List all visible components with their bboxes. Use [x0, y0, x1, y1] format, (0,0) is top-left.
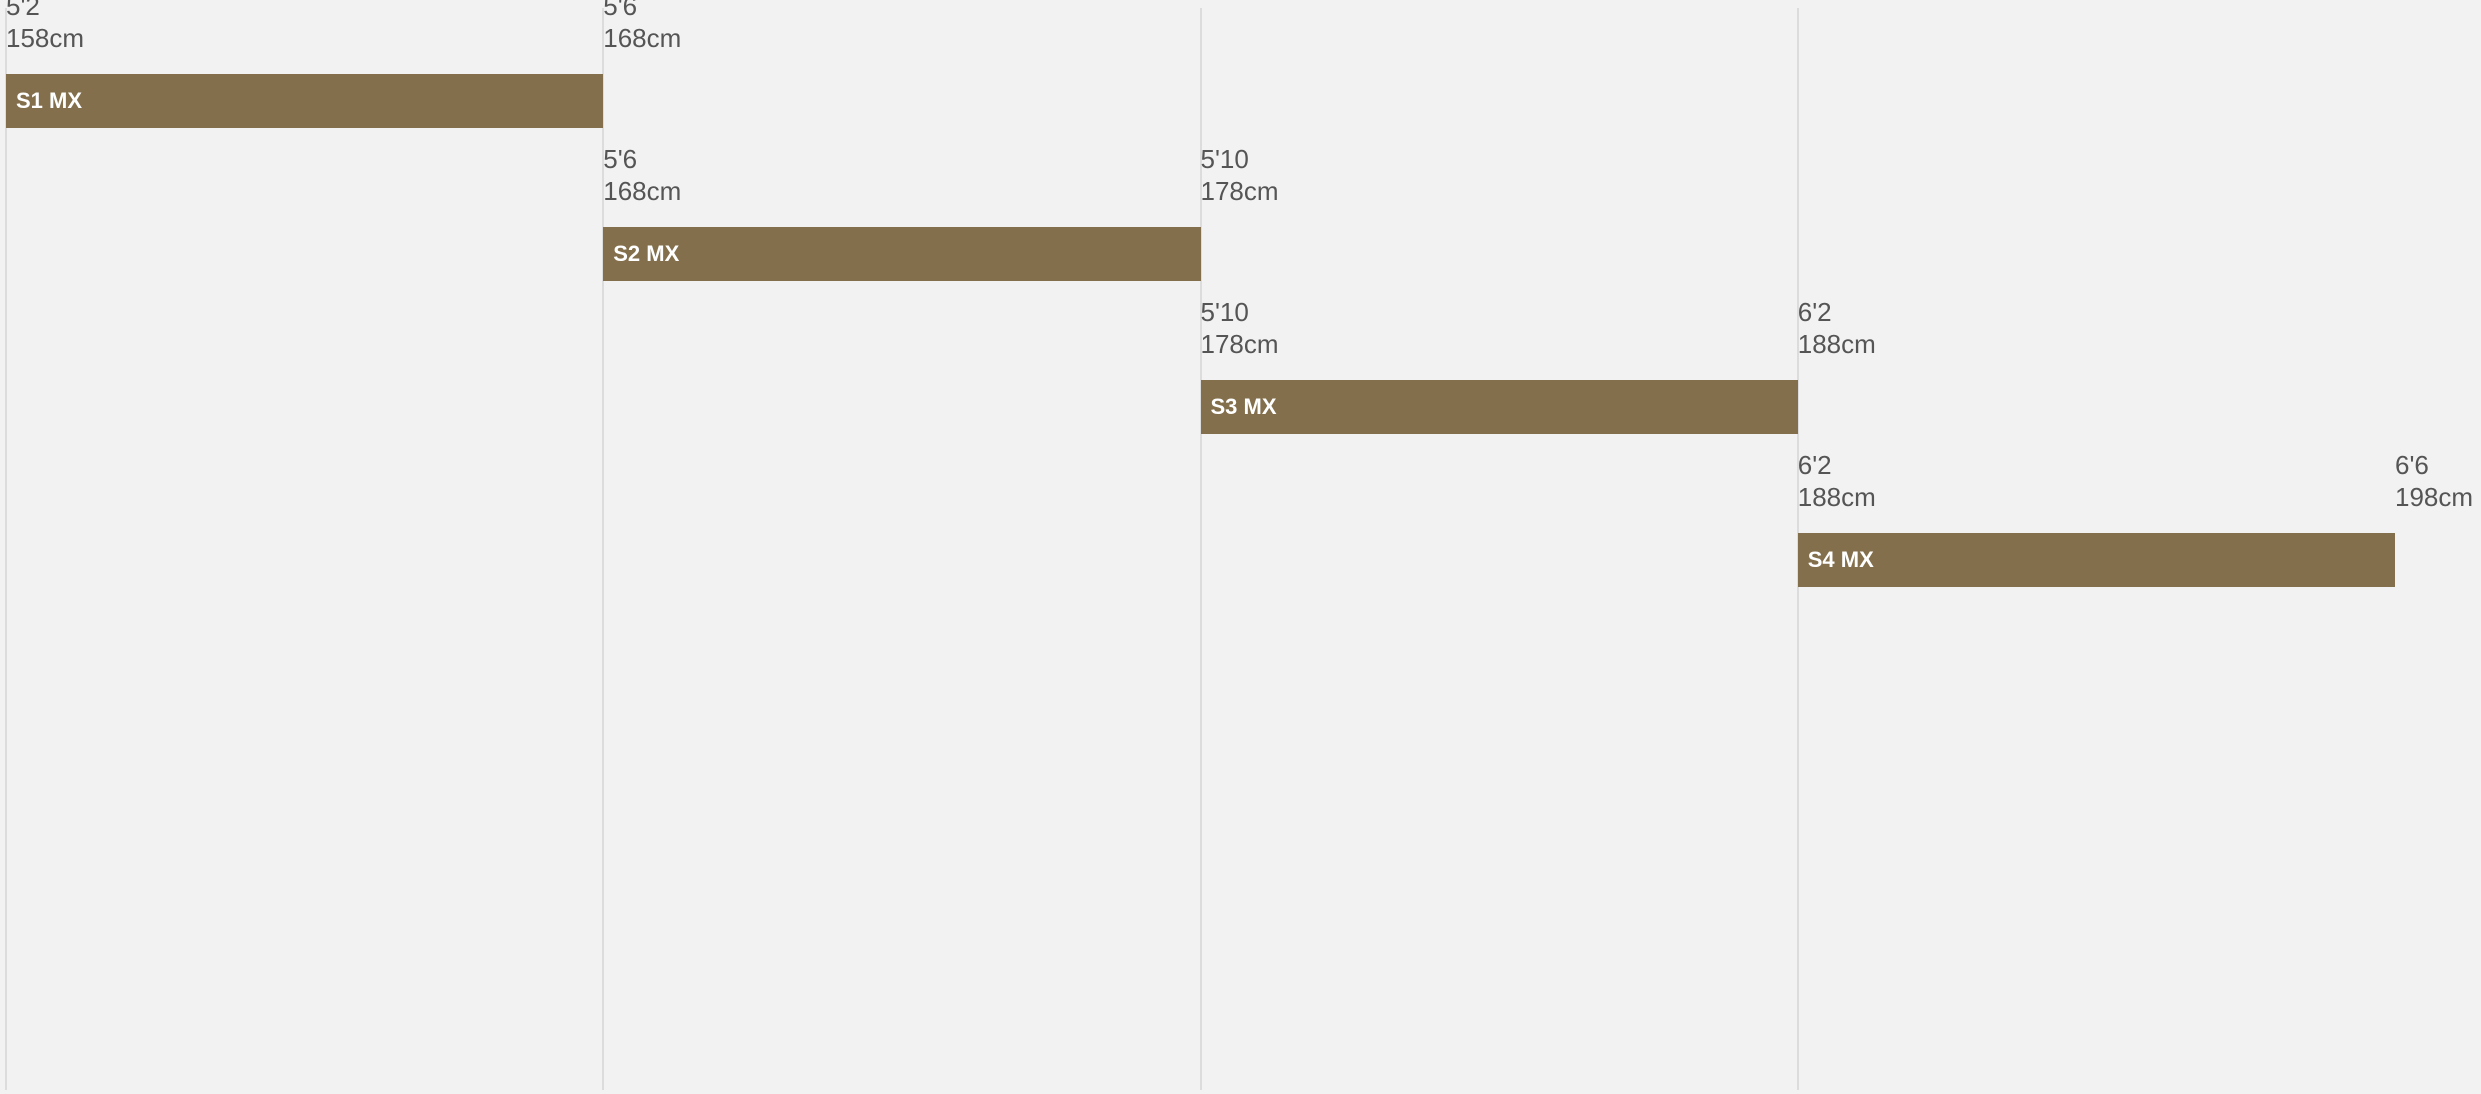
end-height-ft-label: 5'10	[1200, 144, 1249, 174]
end-height-ft-label: 6'2	[1797, 297, 1832, 327]
start-height-ft-label: 5'2	[6, 0, 40, 21]
end-height-cm-label: 168cm	[603, 23, 682, 53]
end-height-cm-label: 178cm	[1200, 176, 1279, 206]
start-height-ft-label: 6'2	[1797, 450, 1832, 480]
size-range-bar: S1 MX	[6, 74, 604, 128]
size-range-bar: S3 MX	[1200, 380, 1798, 434]
start-height-cm-label: 178cm	[1200, 329, 1279, 359]
start-height-cm-label: 168cm	[603, 176, 682, 206]
end-height-cm-label: 188cm	[1797, 329, 1876, 359]
gridline	[1199, 8, 1202, 1090]
size-name-label: S3 MX	[1210, 394, 1277, 419]
size-name-label: S2 MX	[613, 241, 680, 266]
size-range-bar: S4 MX	[1797, 533, 2395, 587]
start-height-ft-label: 5'10	[1200, 297, 1249, 327]
size-name-label: S1 MX	[16, 88, 83, 113]
start-height-cm-label: 188cm	[1797, 482, 1876, 512]
end-height-ft-label: 6'6	[2395, 450, 2429, 480]
gridline	[602, 8, 605, 1090]
end-height-cm-label: 198cm	[2395, 482, 2474, 512]
size-range-bar: S2 MX	[603, 227, 1201, 281]
start-height-cm-label: 158cm	[6, 23, 85, 53]
start-height-ft-label: 5'6	[603, 144, 638, 174]
end-height-ft-label: 5'6	[603, 0, 638, 21]
size-name-label: S4 MX	[1807, 547, 1874, 572]
gridline	[5, 8, 7, 1090]
